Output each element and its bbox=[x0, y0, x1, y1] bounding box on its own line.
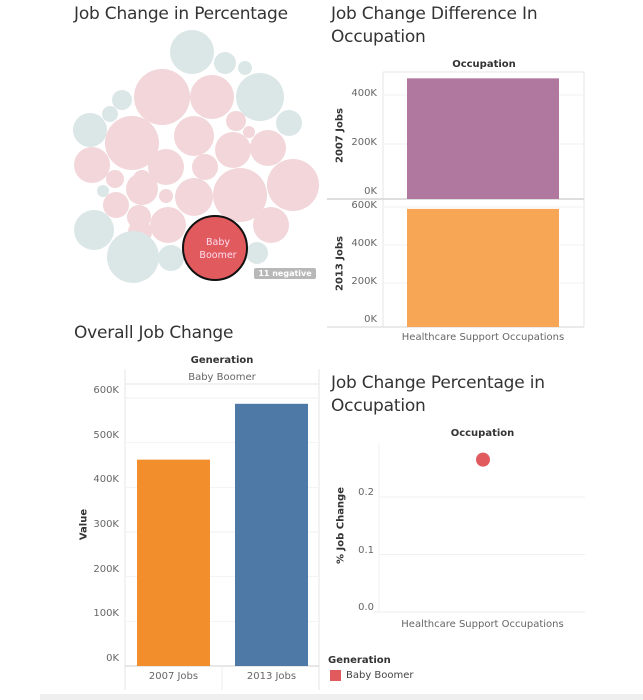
x-tick-label: 2013 Jobs bbox=[246, 671, 297, 682]
bubble-baby-boomer bbox=[182, 215, 248, 281]
bubble-positive bbox=[106, 170, 124, 188]
occupation-column-header: Occupation bbox=[452, 59, 516, 70]
bubble-negative bbox=[73, 113, 107, 147]
generation-sub-header: Baby Boomer bbox=[188, 372, 256, 383]
y-tick-label: 600K bbox=[351, 200, 377, 211]
title-line2: Occupation bbox=[331, 27, 426, 47]
y-tick-label: 400K bbox=[351, 238, 377, 249]
y-tick-label: 600K bbox=[93, 385, 119, 396]
y-tick-label: 100K bbox=[93, 608, 119, 620]
bubble-positive bbox=[74, 147, 110, 183]
bar-2013-jobs bbox=[235, 403, 308, 666]
bubble-negative bbox=[74, 210, 114, 250]
title-line1: Job Change Percentage in bbox=[331, 373, 545, 393]
bubble-label-line2: Boomer bbox=[199, 250, 237, 261]
bubble-label-line1: Baby bbox=[206, 237, 230, 248]
bubble-positive bbox=[150, 207, 186, 243]
bubble-negative bbox=[214, 52, 236, 74]
bubble-chart-title: Job Change in Percentage bbox=[74, 4, 288, 24]
bubble-positive bbox=[267, 159, 319, 211]
bubble-negative bbox=[107, 231, 159, 283]
bubble-positive bbox=[192, 154, 218, 180]
y-tick-label: 0K bbox=[364, 186, 377, 197]
bubble-positive bbox=[226, 111, 246, 131]
bubble-negative bbox=[158, 245, 184, 271]
x-tick-label: Healthcare Support Occupations bbox=[401, 619, 564, 630]
bubble-positive bbox=[105, 116, 159, 170]
legend-title: Generation bbox=[328, 655, 391, 666]
x-tick-label: Healthcare Support Occupations bbox=[401, 332, 565, 343]
bubble-positive bbox=[243, 126, 255, 138]
bubble-positive bbox=[250, 130, 286, 166]
y-tick-label: 400K bbox=[93, 474, 119, 486]
y-tick-label: 200K bbox=[351, 137, 377, 148]
y-tick-label: 0.1 bbox=[358, 544, 374, 556]
negative-count-badge[interactable]: 11 negative bbox=[254, 268, 316, 279]
bubble-positive bbox=[253, 207, 289, 243]
bubble-negative bbox=[97, 185, 109, 197]
overall-chart-title: Overall Job Change bbox=[74, 323, 234, 343]
bubble-positive bbox=[190, 75, 234, 119]
y-tick-label: 0.2 bbox=[358, 487, 374, 498]
y-tick-label: 200K bbox=[93, 563, 119, 575]
bubble-positive bbox=[148, 149, 184, 185]
legend-swatch-baby-boomer[interactable] bbox=[330, 670, 341, 681]
legend-label-baby-boomer[interactable]: Baby Boomer bbox=[346, 670, 414, 681]
scatter-column-header: Occupation bbox=[450, 428, 515, 439]
y-tick-label: 0K bbox=[106, 653, 119, 664]
bar-2007-jobs bbox=[137, 459, 210, 666]
bubble-positive bbox=[215, 132, 251, 168]
y-tick-label: 500K bbox=[93, 429, 119, 441]
bubble-negative bbox=[112, 90, 132, 110]
y-tick-label: 400K bbox=[351, 88, 377, 99]
bar-2013-jobs bbox=[407, 208, 559, 327]
generation-column-header: Generation bbox=[190, 355, 254, 366]
bubble-positive bbox=[213, 168, 267, 222]
occupation-bars-title: Job Change Difference In Occupation bbox=[331, 3, 538, 49]
x-tick-label: 2007 Jobs bbox=[148, 671, 199, 682]
bubble-negative bbox=[236, 73, 284, 121]
bubble-positive bbox=[159, 189, 173, 203]
bubble-positive bbox=[174, 116, 214, 156]
title-line1: Job Change Difference In bbox=[331, 4, 538, 24]
bubble-negative bbox=[170, 30, 214, 74]
bubble-positive bbox=[103, 192, 129, 218]
bubble-positive bbox=[134, 69, 190, 125]
bubble-negative bbox=[246, 242, 268, 264]
scatter-point-healthcare-support bbox=[476, 452, 490, 467]
bubble-positive bbox=[126, 173, 158, 205]
bubble-negative bbox=[102, 106, 118, 122]
y-tick-label: 0.0 bbox=[358, 602, 374, 613]
bubble-label-baby-boomer: Baby Boomer bbox=[183, 236, 253, 262]
y-tick-label: 300K bbox=[93, 519, 119, 530]
y-tick-label: 200K bbox=[351, 276, 377, 287]
bar-2007-jobs bbox=[407, 78, 559, 199]
bubble-negative bbox=[238, 61, 252, 75]
title-line2: Occupation bbox=[331, 396, 426, 416]
scatter-chart-title: Job Change Percentage in Occupation bbox=[331, 372, 545, 418]
bubble-negative bbox=[276, 110, 302, 136]
bubble-positive bbox=[175, 178, 213, 216]
footer-bar bbox=[40, 694, 643, 700]
y-tick-label: 0K bbox=[364, 314, 377, 325]
